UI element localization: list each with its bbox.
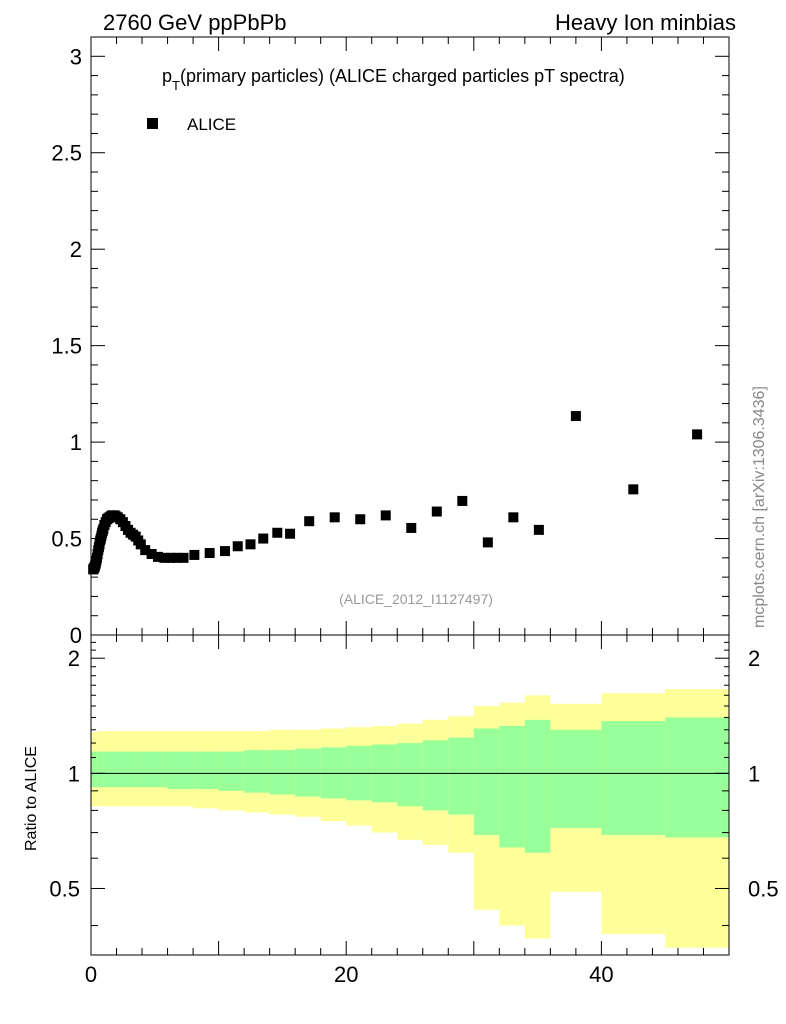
inner-band-bin [448, 737, 474, 815]
data-point [272, 527, 283, 538]
y-tick-label: 3 [70, 44, 82, 69]
ratio-frame [90, 634, 730, 956]
data-point [355, 514, 366, 525]
ratio-y-tick-label: 2 [68, 646, 80, 671]
data-point [457, 495, 468, 506]
data-point [570, 411, 581, 422]
inner-band-bin [397, 743, 423, 807]
y-tick-label: 0 [70, 623, 82, 648]
data-point [533, 524, 544, 535]
data-point [159, 552, 170, 563]
x-tick-label: 40 [589, 962, 613, 987]
x-tick-label: 20 [334, 962, 358, 987]
data-point [172, 552, 183, 563]
ratio-y-tick-label: 0.5 [49, 876, 80, 901]
data-point [178, 552, 189, 563]
data-point [380, 510, 391, 521]
data-point [165, 552, 176, 563]
inner-band-bin [499, 725, 525, 848]
inner-band-bin [422, 740, 449, 811]
data-point [285, 528, 296, 539]
inner-band-bin [91, 751, 98, 788]
data-point [140, 545, 151, 556]
title-subscript: T [172, 78, 180, 93]
data-point [329, 512, 340, 523]
ratio-y-tick-label: 1 [68, 761, 80, 786]
main-points [88, 411, 703, 575]
inner-band-bin [665, 717, 729, 838]
data-point [219, 546, 230, 557]
inner-band-bin [218, 751, 245, 791]
data-point [245, 539, 256, 550]
y-tick-label: 1.5 [51, 334, 82, 359]
data-point [204, 548, 215, 559]
ratio-y-tick-label-right: 1 [748, 761, 760, 786]
data-point [431, 506, 442, 517]
inner-band-bin [524, 719, 551, 853]
x-tick-label: 0 [85, 962, 97, 987]
data-point [508, 512, 519, 523]
legend-marker [147, 118, 158, 129]
ratio-y-tick-label-right: 2 [748, 646, 760, 671]
inner-band-bin [295, 748, 321, 797]
inner-band-bin [167, 751, 194, 790]
data-point [189, 549, 200, 560]
data-point [135, 539, 146, 550]
y-tick-label: 2 [70, 237, 82, 262]
y-tick-label: 1 [70, 430, 82, 455]
data-point [482, 537, 493, 548]
title-p: p [162, 66, 172, 86]
inner-band-bin [193, 751, 219, 790]
inner-band-bin [116, 751, 143, 788]
data-point [304, 516, 315, 527]
process-label: Heavy Ion minbias [555, 10, 736, 35]
data-point [232, 541, 243, 552]
data-point [152, 551, 163, 562]
legend-label: ALICE [187, 115, 236, 134]
inner-band-bin [320, 747, 347, 799]
analysis-watermark: (ALICE_2012_I1127497) [339, 591, 493, 607]
y-tick-label: 0.5 [51, 527, 82, 552]
ratio-bands [91, 689, 729, 948]
data-point [692, 429, 703, 440]
ratio-ylabel: Ratio to ALICE [23, 746, 40, 851]
inner-band-bin [473, 728, 500, 835]
energy-label: 2760 GeV ppPbPb [103, 10, 286, 35]
inner-band-bin [97, 751, 104, 788]
inner-band-bin [269, 750, 296, 795]
inner-band-bin [142, 751, 168, 788]
main-title: pT(primary particles) (ALICE charged par… [162, 66, 625, 93]
ratio-y-tick-label-right: 0.5 [748, 876, 779, 901]
data-point [146, 548, 157, 559]
title-rest: (primary particles) (ALICE charged parti… [180, 66, 625, 86]
data-point [406, 522, 417, 533]
inner-band-bin [103, 751, 117, 788]
inner-band-bin [550, 729, 602, 828]
data-point [628, 484, 639, 495]
axes: 0 20 40 0 0.5 1 1.5 2 2.5 3 0.5 0.5 1 1 2 2 [49, 36, 779, 987]
y-tick-label: 2.5 [51, 141, 82, 166]
credit-label: mcplots.cern.ch [arXiv:1306.3436] [751, 386, 768, 628]
inner-band-bin [601, 721, 666, 835]
inner-band-bin [244, 750, 270, 793]
data-point [258, 533, 269, 544]
